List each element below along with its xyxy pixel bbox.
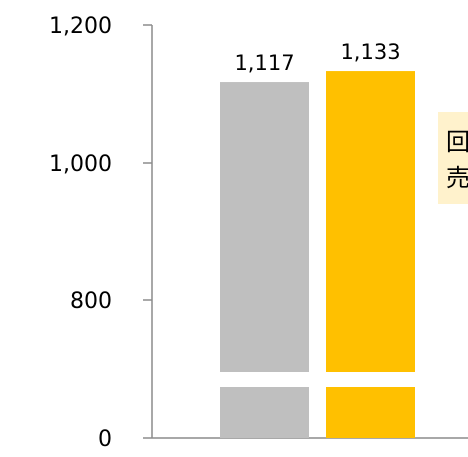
bars [220,71,415,438]
y-tick-label: 800 [70,289,112,314]
data-label: 1,133 [340,40,400,64]
y-tick-label: 1,200 [49,14,112,39]
y-axis-ticks: 0 800 1,000 1,200 [49,14,152,452]
annotation-box: 回 売 [438,112,468,204]
bar-lower-segment [220,387,309,438]
bar [220,82,309,372]
bar [326,71,415,372]
data-labels: 1,117 1,133 [234,40,400,75]
y-tick-label: 0 [98,427,112,452]
bar-lower-segment [326,387,415,438]
data-label: 1,117 [234,51,294,75]
y-tick-label: 1,000 [49,152,112,177]
annotation-line-1: 回 [446,128,468,156]
annotation-line-2: 売 [446,164,468,192]
annotation-background [438,112,468,204]
